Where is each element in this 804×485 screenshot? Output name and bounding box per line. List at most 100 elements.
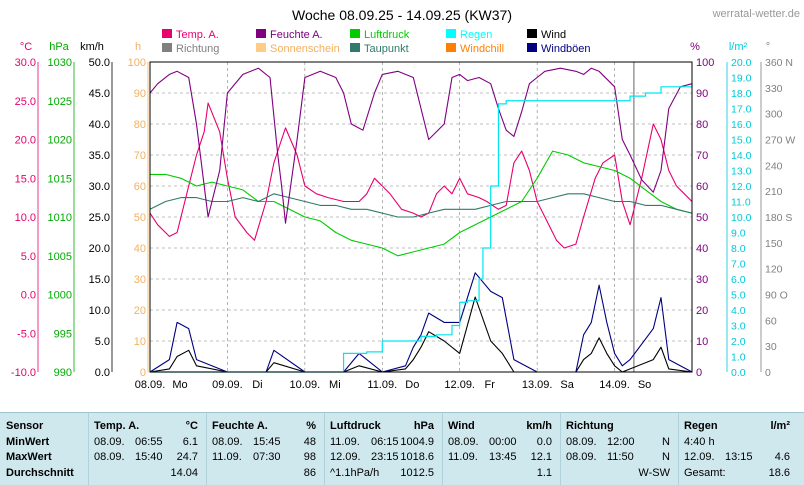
wind-tick-label: 30.0 [89,181,110,193]
rain-tick-label: 15.0 [731,135,752,147]
x-date-label: 12.09. [444,379,475,391]
direction-tick-label: 0 [765,367,771,379]
temp-tick-label: 20.0 [15,135,36,147]
pressure-header: Luftdruck [330,420,381,432]
wind-tick-label: 0.0 [95,367,110,379]
series-line-windb-en [149,272,693,373]
rain-total-label: Gesamt: [684,467,726,479]
rain-tick-label: 8.0 [731,243,746,255]
legend-label: Luftdruck [364,29,410,41]
pressure-tick-label: 1025 [48,96,72,108]
rain-tick-label: 5.0 [731,290,746,302]
pressure-tick-label: 1020 [48,135,72,147]
x-day-label: Mo [172,379,187,391]
rain-unit: l/m² [770,420,790,432]
direction-min-time: 12:00 [607,436,635,448]
rain-tick-label: 4.0 [731,305,746,317]
wind-tick-label: 40.0 [89,119,110,131]
humidity-header: Feuchte A. [212,420,268,432]
pressure-unit: hPa [413,420,434,432]
pressure-unit-label: hPa [49,41,69,53]
direction-tick-label: 90 O [765,290,788,302]
wind-tick-label: 10.0 [89,305,110,317]
rain-tick-label: 6.0 [731,274,746,286]
rain-header: Regen [684,420,718,432]
temp-tick-label: 15.0 [15,173,36,185]
sun-tick-label: 20 [134,305,146,317]
rain-tick-label: 2.0 [731,336,746,348]
direction-tick-label: 240 [765,160,783,172]
stats-col-rain: Regen l/m² 4:40 h 12.09. 13:15 4.6 Gesam… [679,413,804,485]
x-axis-labels: 08.09. Mo 09.09. Di 10.09. Mi 11.09. Do 12.09. Fr… [135,379,652,391]
wind-tick-label: 15.0 [89,274,110,286]
stats-col-wind: Wind km/h 08.09. 00:00 0.0 11.09. 13:45 … [443,413,561,485]
x-date-label: 10.09. [290,379,321,391]
pressure-min-date: 11.09. [330,436,360,448]
plot-frame [149,61,693,373]
legend-label: Taupunkt [364,43,409,55]
humidity-unit-label: % [690,41,700,53]
pressure-max-value: 1018.6 [400,451,434,463]
legend-swatch [256,29,266,38]
humidity-tick-label: 50 [696,212,708,224]
legend-swatch [350,43,360,52]
direction-avg-value: W-SW [638,467,670,479]
temp-max-time: 15:40 [135,451,163,463]
humidity-tick-label: 0 [696,367,702,379]
direction-tick-label: 330 [765,83,783,95]
x-day-label: Fr [485,379,496,391]
direction-tick-label: 60 [765,315,777,327]
sun-unit-label: h [135,41,141,53]
temp-avg-value: 14.04 [170,467,198,479]
direction-unit-label: ° [766,41,770,53]
legend-label: Sonnenschein [270,43,340,55]
legend-swatch [350,29,360,38]
sun-tick-label: 90 [134,88,146,100]
wind-tick-label: 45.0 [89,88,110,100]
pressure-tick-label: 990 [54,367,72,379]
row-label-max: MaxWert [6,451,52,463]
sun-tick-label: 40 [134,243,146,255]
row-label-sensor: Sensor [6,420,44,432]
sun-tick-label: 80 [134,119,146,131]
direction-tick-label: 150 [765,238,783,250]
wind-min-time: 00:00 [489,436,517,448]
chart-legend: Temp. A. Richtung Feuchte A. Sonnenschein Lu… [162,29,591,55]
weather-chart: Woche 08.09.25 - 14.09.25 (KW37) werrata… [11,7,800,391]
stats-col-humidity: Feuchte A. % 08.09. 15:45 48 11.09. 07:3… [207,413,325,485]
humidity-tick-label: 80 [696,119,708,131]
wind-tick-label: 5.0 [95,336,110,348]
wind-unit-label: km/h [80,41,104,53]
legend-label: Regen [460,29,492,41]
humidity-max-value: 98 [303,451,316,463]
stats-col-labels: Sensor MinWert MaxWert Durchschnitt [0,413,89,485]
rain-tick-label: 9.0 [731,228,746,240]
temp-tick-label: 25.0 [15,96,36,108]
rain-tick-label: 17.0 [731,104,752,116]
temp-min-time: 06:55 [135,436,163,448]
rain-tick-label: 12.0 [731,181,752,193]
legend-label: Wind [541,29,566,41]
legend-label: Windchill [460,43,504,55]
x-day-label: Do [405,379,419,391]
series-line-luftdruck [150,150,693,257]
row-label-min: MinWert [6,436,50,448]
axis-ticks: 30.025.020.015.010.05.00.0-5.0-10.010301… [11,57,796,379]
direction-tick-label: 210 [765,186,783,198]
humidity-min-date: 08.09. [212,436,243,448]
pressure-min-value: 1004.9 [400,436,434,448]
rain-unit-label: l/m² [729,41,748,53]
wind-min-date: 08.09. [448,436,479,448]
wind-tick-label: 20.0 [89,243,110,255]
pressure-avg-value: 1012.5 [400,467,434,479]
humidity-tick-label: 70 [696,150,708,162]
wind-tick-label: 25.0 [89,212,110,224]
row-label-avg: Durchschnitt [6,467,74,479]
x-day-label: Di [252,379,262,391]
temp-tick-label: -5.0 [17,328,36,340]
x-date-label: 13.09. [522,379,553,391]
wind-tick-label: 50.0 [89,57,110,69]
humidity-max-date: 11.09. [212,451,242,463]
axis-unit-row: °C hPa km/h h% l/m² ° [20,41,770,53]
